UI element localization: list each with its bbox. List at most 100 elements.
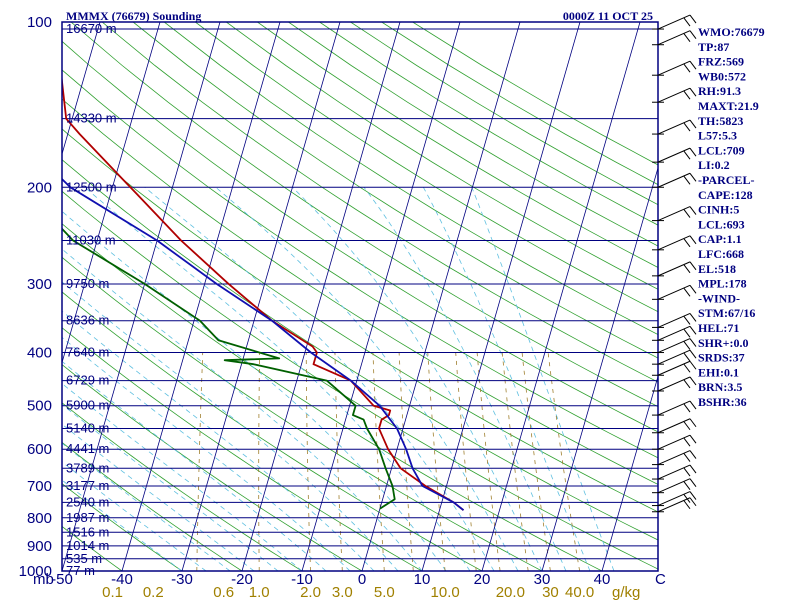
wind-barb [652, 312, 697, 328]
chart-title: MMMX (76679) Sounding [66, 9, 201, 23]
mixing-ratio-label: 1.0 [249, 584, 270, 600]
wind-barb-feather [683, 437, 691, 447]
isotherm-line [62, 22, 101, 156]
wind-barb [652, 284, 697, 300]
mixing-ratio-label: 0.6 [213, 584, 234, 600]
wind-barb-feather [689, 313, 697, 322]
isotherm-line [241, 22, 401, 571]
wind-barb-feather [683, 90, 691, 100]
wind-barb-staff [657, 497, 691, 513]
temperature-tick-label: 0 [358, 571, 366, 588]
isotherm-line [181, 22, 341, 571]
moist-adiabat-line [363, 187, 567, 571]
indices-panel: WMO:76679TP:87FRZ:569WB0:572RH:91.3MAXT:… [698, 25, 765, 409]
height-label: 11030 m [66, 232, 116, 247]
chart-valid-time: 0000Z 11 OCT 25 [563, 9, 653, 23]
wind-barb [652, 261, 697, 277]
wind-barb [652, 434, 697, 450]
mixing-ratio-label: 40.0 [565, 584, 594, 600]
wind-barb-staff [657, 206, 691, 222]
wind-barb-staff [657, 478, 691, 494]
wind-barb [652, 450, 697, 466]
wind-barb-staff [657, 235, 691, 251]
wind-barb-feather [689, 60, 697, 70]
mixing-ratio-unit: g/kg [612, 584, 640, 600]
height-label: 8636 m [66, 313, 109, 328]
index-entry: STM:67/16 [698, 306, 755, 320]
pressure-tick-label: 500 [27, 398, 52, 415]
wind-barb-feather [683, 150, 691, 160]
index-entry: BSHR:36 [698, 395, 747, 409]
height-labels: 16670 m 14330 m 12500 m 11030 m 9750 m 8636 m… [66, 21, 117, 578]
wind-barb-feather [683, 453, 691, 462]
wind-barb-feather [683, 316, 691, 325]
wind-barb-feather [683, 379, 691, 389]
plot-frame [61, 21, 659, 572]
temperature-tick-label: -10 [291, 571, 313, 588]
index-entry: WB0:572 [698, 69, 746, 83]
wind-barb-feather [683, 33, 691, 43]
wind-barb [652, 119, 697, 135]
wind-barb-feather [683, 341, 691, 350]
height-label: 77 m [66, 563, 95, 578]
wind-barb-feather [689, 147, 697, 157]
index-entry: WMO:76679 [698, 25, 765, 39]
wind-barb-feather [689, 206, 697, 215]
isotherm-line [301, 22, 461, 571]
x-axis-unit-celsius: C [655, 571, 666, 588]
index-entry: -PARCEL- [698, 173, 754, 187]
wind-barbs [652, 14, 697, 513]
wind-barb-feather [689, 464, 697, 474]
height-label: 1987 m [66, 510, 109, 525]
index-entry: TP:87 [698, 40, 729, 54]
wind-barb-staff [657, 376, 691, 392]
height-label: 6729 m [66, 373, 109, 388]
pressure-tick-label: 400 [27, 345, 52, 362]
pressure-tick-label: 100 [27, 14, 52, 31]
wind-barb [652, 497, 697, 513]
temperature-tick-label: 40 [594, 571, 611, 588]
wind-barb-staff [657, 30, 691, 46]
index-entry: -WIND- [698, 291, 740, 305]
wind-barb-staff [657, 450, 691, 466]
isotherm-line [541, 166, 658, 571]
mixing-ratio-label: 3.0 [332, 584, 353, 600]
pressure-tick-label: 200 [27, 179, 52, 196]
wind-barb-staff [657, 147, 691, 163]
temperature-tick-label: -30 [171, 571, 193, 588]
wind-barb [652, 376, 697, 392]
index-entry: CAPE:128 [698, 188, 753, 202]
mixing-ratio-label: 10.0 [431, 584, 460, 600]
wind-barb-staff [657, 261, 691, 277]
wind-barb-feather [689, 285, 697, 294]
wind-barb-staff [657, 119, 691, 135]
mixing-ratio-label: 0.2 [143, 584, 164, 600]
wind-barb-staff [657, 14, 691, 30]
wind-barb [652, 87, 697, 103]
wind-barb-feather [689, 360, 697, 370]
wind-barb [652, 418, 697, 434]
wind-barb-feather [683, 329, 691, 338]
wind-barb-feather [689, 497, 697, 507]
pressure-tick-label: 700 [27, 478, 52, 495]
height-label: 9750 m [66, 276, 109, 291]
wind-barb-feather [683, 403, 691, 413]
height-label: 3789 m [66, 460, 109, 475]
wind-barb [652, 147, 697, 163]
index-entry: CAP:1.1 [698, 232, 742, 246]
series-parcel-line [62, 177, 465, 511]
height-label: 1516 m [66, 524, 109, 539]
wind-barb-feather [683, 481, 691, 490]
wind-barb-feather [689, 400, 697, 410]
wind-barb-feather [689, 30, 697, 40]
temperature-tick-label: -20 [231, 571, 253, 588]
index-entry: EL:518 [698, 262, 736, 276]
height-label: 4441 m [66, 441, 109, 456]
wind-barb-feather [689, 14, 697, 24]
wind-barb-feather [689, 418, 697, 428]
wind-barb-staff [657, 418, 691, 434]
pressure-tick-label: 600 [27, 441, 52, 458]
height-label: 3177 m [66, 478, 109, 493]
